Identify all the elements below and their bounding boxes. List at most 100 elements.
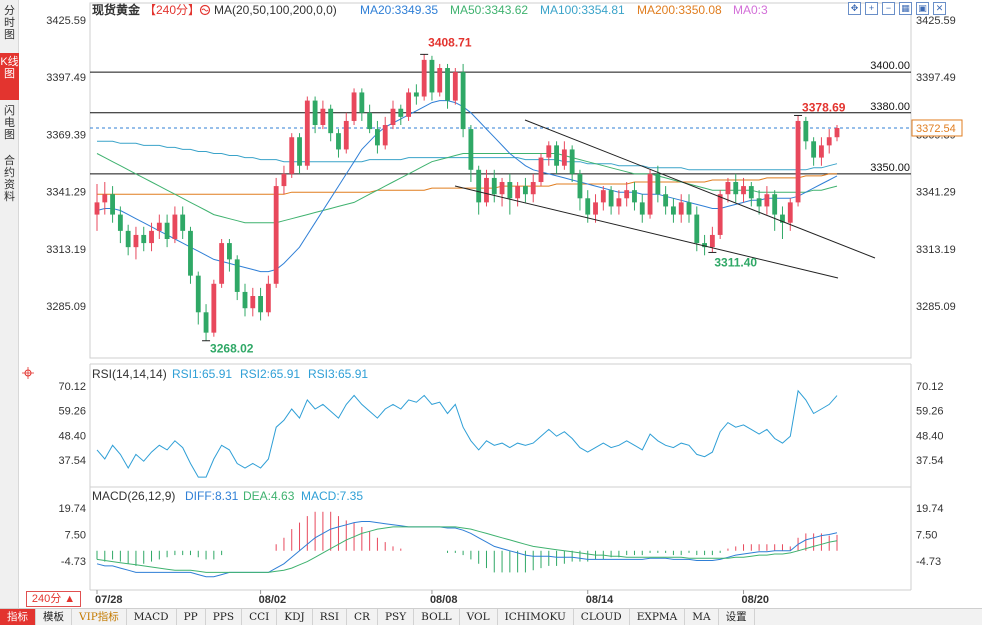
indicator-tab-cci[interactable]: CCI (242, 609, 278, 625)
candle-down (242, 283, 248, 317)
indicator-tab-cr[interactable]: CR (347, 609, 378, 625)
rsi-settings-icon[interactable] (22, 367, 34, 379)
extreme-label: 3378.69 (802, 100, 846, 114)
candle-up (741, 177, 746, 203)
indicator-tab-pp[interactable]: PP (177, 609, 206, 625)
instrument-name: 现货黄金 (92, 2, 141, 17)
price-tick-left: 3397.49 (46, 72, 86, 84)
macd-lines (96, 521, 838, 578)
rsi-tick-right: 59.26 (916, 406, 944, 418)
candle-down (639, 194, 645, 223)
extreme-label: 3311.40 (714, 255, 757, 269)
candle-down (413, 84, 419, 105)
tab-flash-chart[interactable]: 闪电图 (4, 105, 15, 141)
date-axis: 07/28 08/02 08/08 08/14 08/20 (95, 590, 769, 606)
indicator-tab-rsi[interactable]: RSI (313, 609, 348, 625)
indicator-tab-cloud[interactable]: CLOUD (574, 609, 630, 625)
candle-up (546, 141, 552, 166)
indicator-tab-ichimoku[interactable]: ICHIMOKU (498, 609, 574, 625)
tab-contract-info[interactable]: 合约资料 (4, 155, 15, 203)
candle-up (406, 88, 411, 121)
candle-down (811, 137, 817, 166)
rsi-tick-left: 59.26 (58, 406, 86, 418)
price-tick-left: 3341.29 (46, 187, 86, 199)
candle-up (787, 198, 793, 231)
indicator-tab-ma[interactable]: MA (685, 609, 719, 625)
indicator-tab-模板[interactable]: 模板 (36, 609, 72, 625)
indicator-tab-kdj[interactable]: KDJ (277, 609, 313, 625)
price-axis-left: 3425.59 3397.49 3369.39 3341.29 3313.19 3285.… (46, 15, 86, 313)
candle-up (717, 190, 723, 240)
date-label: 08/08 (430, 594, 458, 606)
candle-up (538, 153, 544, 187)
settings-icon[interactable] (199, 4, 211, 16)
candle-down (772, 190, 778, 231)
expand-icon[interactable]: ▣ (916, 2, 929, 15)
candle-up (647, 169, 653, 219)
extreme-label: 3408.71 (428, 35, 472, 49)
grid-icon[interactable]: ▦ (899, 2, 912, 15)
indicator-tab-vol[interactable]: VOL (460, 609, 498, 625)
candle-up (265, 275, 271, 317)
candle-up (795, 115, 801, 207)
indicator-tab-pps[interactable]: PPS (206, 609, 243, 625)
macd-axis: 19.74 19.74 7.50 7.50 -4.73 -4.73 (58, 503, 943, 568)
candle-up (320, 100, 326, 130)
candle-up (304, 96, 310, 170)
price-tick-left: 3369.39 (46, 129, 86, 141)
candle-up (530, 173, 536, 203)
ma20-value: MA20:3349.35 (360, 3, 438, 17)
indicator-tab-设置[interactable]: 设置 (719, 609, 755, 625)
close-icon[interactable]: ✕ (933, 2, 946, 15)
indicator-tab-boll[interactable]: BOLL (414, 609, 460, 625)
candle-down (227, 239, 232, 272)
candle-down (655, 165, 661, 203)
candle-up (351, 88, 357, 126)
candle-down (375, 120, 380, 154)
candle-down (336, 129, 341, 158)
candle-down (507, 173, 513, 215)
candle-down (117, 206, 123, 244)
date-label: 08/02 (259, 594, 287, 606)
candle-up (678, 194, 684, 223)
indicator-tab-指标[interactable]: 指标 (0, 609, 36, 625)
level-label: 3350.00 (870, 162, 910, 174)
current-price-box (911, 119, 963, 137)
candle-up (484, 169, 489, 207)
candle-up (624, 182, 630, 207)
candle-down (632, 182, 637, 211)
rsi-tick-right: 37.54 (916, 455, 944, 467)
indicator-tab-expma[interactable]: EXPMA (630, 609, 686, 625)
macd-histogram (96, 511, 838, 573)
candle-up (826, 129, 832, 154)
candle-down (125, 224, 131, 256)
date-label: 08/14 (586, 594, 614, 606)
chart-canvas[interactable]: 现货黄金 【240分】 MA(20,50,100,200,0,0) MA20:3… (0, 0, 982, 608)
zoom-in-icon[interactable]: + (865, 2, 878, 15)
candle-down (569, 145, 575, 183)
macd-tick-left: 19.74 (58, 503, 86, 515)
price-tick-left: 3313.19 (46, 244, 86, 256)
indicator-tab-psy[interactable]: PSY (378, 609, 415, 625)
candle-up (819, 137, 824, 166)
macd-dea-value: DEA:4.63 (243, 489, 295, 503)
indicator-tab-vip指标[interactable]: VIP指标 (72, 609, 127, 625)
tab-timeshare[interactable]: 分时图 (4, 5, 15, 41)
macd-tick-left: 7.50 (65, 530, 86, 542)
zoom-out-icon[interactable]: − (882, 2, 895, 15)
indicator-tab-macd[interactable]: MACD (127, 609, 177, 625)
candle-down (523, 177, 528, 203)
candle-down (756, 190, 762, 215)
candle-up (725, 177, 731, 203)
period-selector-button[interactable]: 240分 ▲ (26, 591, 81, 607)
candle-down (803, 116, 809, 150)
period-label: 【240分】 (144, 3, 200, 17)
candle-up (219, 239, 225, 288)
candle-up (764, 186, 770, 215)
move-icon[interactable]: ✥ (848, 2, 861, 15)
candle-down (671, 198, 676, 223)
rsi-tick-left: 37.54 (58, 455, 86, 467)
tab-kline[interactable]: K线图 (0, 53, 19, 100)
candle-up (102, 182, 108, 215)
candle-up (382, 116, 388, 150)
